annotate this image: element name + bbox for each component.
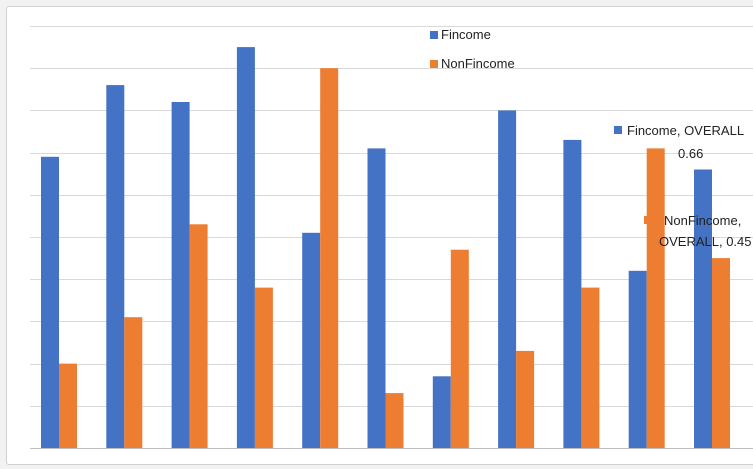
bar-fincome-1 [41, 156, 59, 449]
bar-fincome-11 [694, 169, 712, 448]
bars [41, 47, 730, 449]
annotation-swatch-fincome [614, 126, 622, 134]
bar-nonfincome-8 [516, 350, 535, 448]
bar-fincome-8 [498, 110, 517, 449]
bar-nonfincome-10 [646, 148, 665, 448]
bar-nonfincome-11 [712, 258, 730, 448]
legend-label-nonfincome: NonFincome [441, 56, 515, 71]
legend-label-fincome: Fincome [441, 27, 491, 42]
legend-swatch-nonfincome [430, 60, 438, 68]
annotation-fincome-line1: Fincome, OVERALL [627, 123, 744, 138]
bar-fincome-10 [628, 270, 647, 448]
bar-fincome-6 [367, 148, 386, 448]
annotation-nonfincome-line1: NonFincome, [664, 213, 741, 228]
bar-nonfincome-4 [254, 287, 273, 448]
bar-fincome-2 [106, 85, 125, 448]
bar-fincome-4 [236, 47, 255, 448]
bar-nonfincome-9 [581, 287, 600, 448]
bar-nonfincome-7 [450, 249, 469, 448]
bar-nonfincome-5 [320, 68, 339, 448]
annotations: Fincome, OVERALL 0.66 NonFincome, OVERAL… [614, 123, 752, 249]
legend-swatch-fincome [430, 31, 438, 39]
annotation-swatch-nonfincome [644, 216, 652, 224]
bar-nonfincome-3 [189, 224, 208, 448]
bar-fincome-3 [171, 102, 190, 448]
annotation-nonfincome-line2: OVERALL, 0.45 [659, 234, 752, 249]
legend: Fincome NonFincome [430, 27, 515, 71]
bar-fincome-7 [432, 376, 451, 448]
bar-nonfincome-6 [385, 393, 404, 448]
bar-fincome-5 [302, 232, 321, 448]
annotation-fincome-line2: 0.66 [678, 146, 703, 161]
bar-nonfincome-1 [59, 363, 77, 448]
bar-nonfincome-2 [124, 317, 143, 448]
bar-fincome-9 [563, 139, 582, 448]
